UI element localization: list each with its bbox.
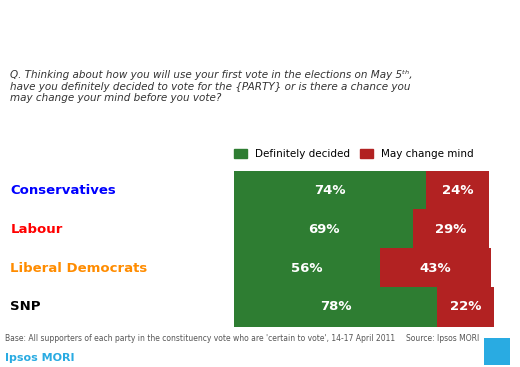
Text: Ipsos MORI: Ipsos MORI xyxy=(5,353,75,363)
Text: 69%: 69% xyxy=(308,223,340,236)
FancyBboxPatch shape xyxy=(234,287,437,327)
Text: Decision to vote by party support – constituency
vote: Decision to vote by party support – cons… xyxy=(5,17,423,49)
Text: Source: Ipsos MORI: Source: Ipsos MORI xyxy=(406,334,479,343)
Text: 24%: 24% xyxy=(442,184,473,197)
Text: Q. Thinking about how you will use your first vote in the elections on May 5ᵗʰ,
: Q. Thinking about how you will use your … xyxy=(10,70,413,103)
Text: Liberal Democrats: Liberal Democrats xyxy=(10,262,148,275)
Text: 78%: 78% xyxy=(320,300,351,313)
Text: 29%: 29% xyxy=(435,223,467,236)
Text: Conservatives: Conservatives xyxy=(10,184,116,197)
Text: Base: All supporters of each party in the constituency vote who are 'certain to : Base: All supporters of each party in th… xyxy=(5,334,395,343)
FancyBboxPatch shape xyxy=(437,287,494,327)
Text: 74%: 74% xyxy=(315,184,346,197)
Text: Labour: Labour xyxy=(10,223,63,236)
Text: 43%: 43% xyxy=(420,262,451,275)
Text: 56%: 56% xyxy=(291,262,322,275)
FancyBboxPatch shape xyxy=(484,338,510,365)
FancyBboxPatch shape xyxy=(234,171,426,211)
FancyBboxPatch shape xyxy=(380,248,491,288)
FancyBboxPatch shape xyxy=(413,209,489,249)
FancyBboxPatch shape xyxy=(426,171,489,211)
Text: 22%: 22% xyxy=(450,300,481,313)
FancyBboxPatch shape xyxy=(234,209,413,249)
Text: SNP: SNP xyxy=(10,300,41,313)
Legend: Definitely decided, May change mind: Definitely decided, May change mind xyxy=(234,149,474,159)
FancyBboxPatch shape xyxy=(234,248,380,288)
